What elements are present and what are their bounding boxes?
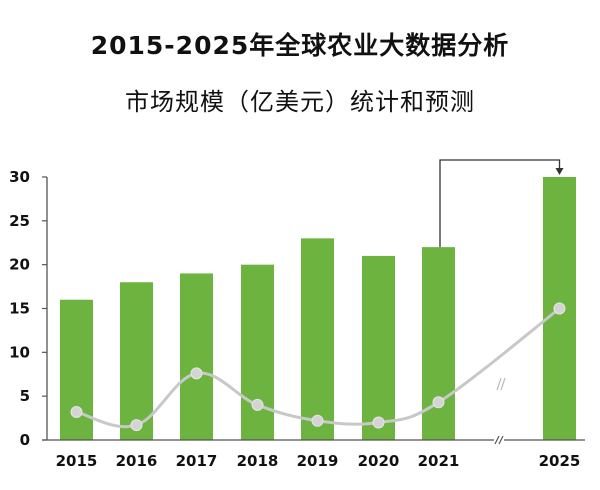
chart-title-line-2: 市场规模（亿美元）统计和预测 <box>125 88 475 116</box>
line-break-mark <box>496 377 506 391</box>
x-tick-label-2019: 2019 <box>297 452 339 470</box>
x-axis-break-mark <box>494 435 504 445</box>
chart-title-line-1: 2015-2025年全球农业大数据分析 <box>90 31 510 60</box>
x-tick-label-2021: 2021 <box>418 452 460 470</box>
y-tick-label: 10 <box>9 343 30 361</box>
bar-2016 <box>120 282 153 440</box>
bar-2021 <box>422 247 455 440</box>
x-axis-labels: 2015 2016 2017 2018 2019 2020 2021 2025 <box>56 452 581 470</box>
arrow-connector <box>439 159 561 248</box>
bar-2017 <box>180 273 213 440</box>
x-tick-label-2025: 2025 <box>539 452 581 470</box>
y-tick-label: 15 <box>9 300 30 318</box>
line-marker-2015 <box>70 405 83 418</box>
forecast-arrow <box>439 159 564 248</box>
bar-2020 <box>362 255 395 440</box>
line-marker-2016 <box>130 419 143 432</box>
y-tick-label: 20 <box>9 256 30 274</box>
line-marker-2020 <box>372 416 385 429</box>
line-series <box>70 302 566 432</box>
growth-line <box>75 307 561 429</box>
x-tick-label-2017: 2017 <box>176 452 218 470</box>
x-tick-label-2018: 2018 <box>237 452 279 470</box>
bar-2019 <box>301 238 334 440</box>
bar-series <box>60 177 576 440</box>
bar-2015 <box>60 299 93 440</box>
x-tick-label-2020: 2020 <box>358 452 400 470</box>
x-tick-label-2016: 2016 <box>116 452 158 470</box>
line-marker-2019 <box>311 414 324 427</box>
line-marker-2021 <box>432 396 445 409</box>
y-tick-label: 30 <box>9 168 30 186</box>
y-axis-ticks: 0 5 10 15 20 25 30 <box>9 168 47 449</box>
line-marker-2018 <box>251 398 264 411</box>
y-tick-label: 5 <box>20 387 30 405</box>
arrowhead-icon <box>555 168 564 175</box>
line-marker-2017 <box>190 367 203 380</box>
y-tick-label: 25 <box>9 212 30 230</box>
y-tick-label: 0 <box>20 431 30 449</box>
bar-2018 <box>241 264 274 440</box>
line-marker-2025 <box>553 302 566 315</box>
x-tick-label-2015: 2015 <box>56 452 98 470</box>
